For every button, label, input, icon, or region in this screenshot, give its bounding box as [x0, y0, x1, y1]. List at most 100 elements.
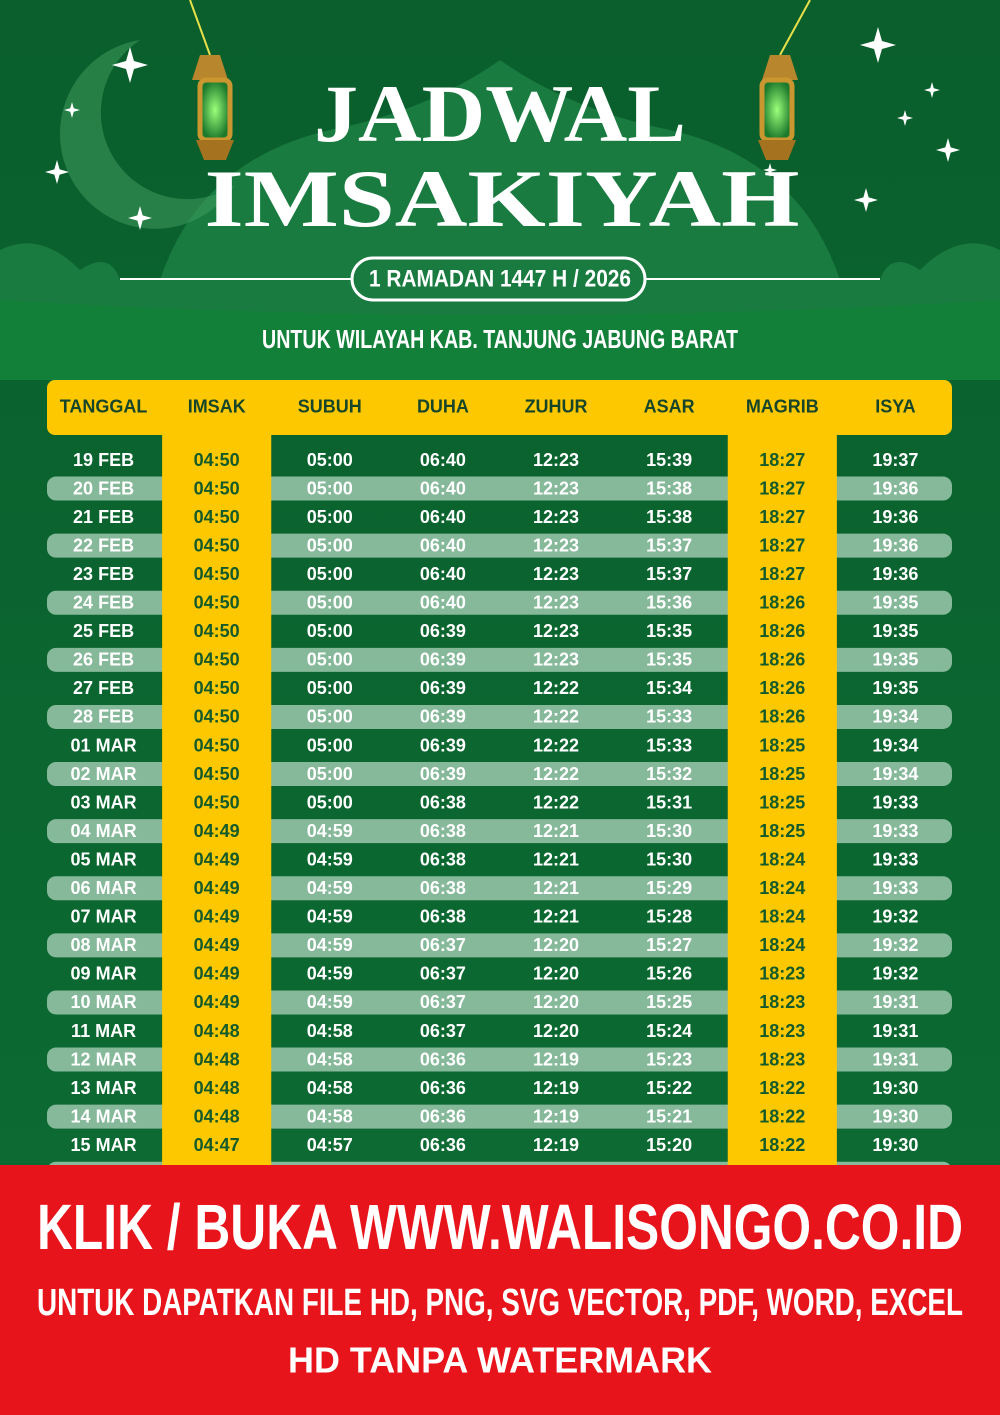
column-header: ASAR — [644, 396, 695, 416]
time-cell: 19:37 — [872, 450, 918, 470]
time-cell: 12:19 — [533, 1078, 579, 1098]
time-cell: 04:59 — [307, 849, 353, 869]
banner-note: HD TANPA WATERMARK — [288, 1340, 712, 1381]
column-header: DUHA — [417, 396, 469, 416]
time-cell: 18:25 — [759, 792, 805, 812]
time-cell: 04:58 — [307, 1049, 353, 1069]
time-cell: 04:49 — [194, 964, 240, 984]
time-cell: 18:26 — [759, 593, 805, 613]
time-cell: 06:37 — [420, 964, 466, 984]
time-cell: 05:00 — [307, 507, 353, 527]
time-cell: 18:26 — [759, 678, 805, 698]
time-cell: 06:39 — [420, 764, 466, 784]
stars — [45, 27, 960, 230]
time-cell: 06:39 — [420, 678, 466, 698]
time-cell: 15:20 — [646, 1135, 692, 1155]
time-cell: 04:59 — [307, 992, 353, 1012]
row-stripe — [47, 990, 952, 1015]
time-cell: 12:21 — [533, 907, 579, 927]
row-stripe — [47, 1047, 952, 1072]
time-cell: 04:58 — [307, 1078, 353, 1098]
time-cell: 06:40 — [420, 535, 466, 555]
time-cell: 05:00 — [307, 707, 353, 727]
time-cell: 04:49 — [194, 992, 240, 1012]
time-cell: 04:50 — [194, 621, 240, 641]
banner-formats: UNTUK DAPATKAN FILE HD, PNG, SVG VECTOR,… — [37, 1282, 963, 1324]
time-cell: 04:50 — [194, 507, 240, 527]
date-cell: 03 MAR — [71, 792, 137, 812]
row-stripe — [47, 819, 952, 844]
time-cell: 12:23 — [533, 593, 579, 613]
time-cell: 15:25 — [646, 992, 692, 1012]
time-cell: 06:39 — [420, 621, 466, 641]
time-cell: 19:31 — [872, 1049, 918, 1069]
time-cell: 15:22 — [646, 1078, 692, 1098]
time-cell: 12:22 — [533, 764, 579, 784]
time-cell: 06:39 — [420, 650, 466, 670]
date-cell: 21 FEB — [73, 507, 134, 527]
crescent-moon — [59, 40, 236, 229]
time-cell: 15:30 — [646, 849, 692, 869]
time-cell: 04:49 — [194, 907, 240, 927]
time-cell: 04:50 — [194, 650, 240, 670]
time-cell: 18:24 — [759, 849, 805, 869]
schedule-table: TANGGAL IMSAK SUBUH DUHA ZUHUR ASAR MAGRIB ISYA… — [47, 380, 952, 1186]
time-cell: 12:22 — [533, 707, 579, 727]
time-cell: 05:00 — [307, 478, 353, 498]
time-cell: 19:32 — [872, 907, 918, 927]
time-cell: 12:23 — [533, 507, 579, 527]
time-cell: 04:49 — [194, 821, 240, 841]
time-cell: 12:23 — [533, 650, 579, 670]
time-cell: 15:29 — [646, 878, 692, 898]
time-cell: 12:23 — [533, 621, 579, 641]
date-cell: 20 FEB — [73, 478, 134, 498]
time-cell: 15:35 — [646, 621, 692, 641]
time-cell: 06:37 — [420, 935, 466, 955]
time-cell: 15:38 — [646, 478, 692, 498]
time-cell: 15:31 — [646, 792, 692, 812]
time-cell: 15:33 — [646, 707, 692, 727]
time-cell: 12:22 — [533, 735, 579, 755]
star — [128, 206, 152, 230]
time-cell: 04:59 — [307, 878, 353, 898]
time-cell: 05:00 — [307, 792, 353, 812]
time-cell: 15:28 — [646, 907, 692, 927]
time-cell: 15:23 — [646, 1049, 692, 1069]
column-header: ZUHUR — [525, 396, 588, 416]
date-cell: 19 FEB — [73, 450, 134, 470]
time-cell: 15:27 — [646, 935, 692, 955]
time-cell: 19:35 — [872, 621, 918, 641]
time-cell: 04:59 — [307, 821, 353, 841]
time-cell: 12:20 — [533, 1021, 579, 1041]
time-cell: 12:23 — [533, 450, 579, 470]
time-cell: 04:50 — [194, 764, 240, 784]
time-cell: 19:31 — [872, 992, 918, 1012]
time-cell: 15:35 — [646, 650, 692, 670]
time-cell: 06:36 — [420, 1135, 466, 1155]
time-cell: 04:50 — [194, 564, 240, 584]
row-stripe — [47, 533, 952, 558]
time-cell: 04:49 — [194, 935, 240, 955]
time-cell: 06:38 — [420, 878, 466, 898]
time-cell: 19:30 — [872, 1078, 918, 1098]
time-cell: 19:34 — [872, 707, 918, 727]
time-cell: 05:00 — [307, 593, 353, 613]
lantern-right — [758, 0, 811, 160]
time-cell: 15:37 — [646, 535, 692, 555]
date-cell: 07 MAR — [71, 907, 137, 927]
star — [45, 160, 69, 184]
title-line-1: JADWAL — [314, 68, 686, 159]
date-cell: 02 MAR — [71, 764, 137, 784]
time-cell: 19:36 — [872, 564, 918, 584]
time-cell: 12:23 — [533, 535, 579, 555]
date-cell: 15 MAR — [71, 1135, 137, 1155]
time-cell: 18:26 — [759, 650, 805, 670]
time-cell: 12:20 — [533, 935, 579, 955]
time-cell: 06:38 — [420, 907, 466, 927]
date-cell: 23 FEB — [73, 564, 134, 584]
time-cell: 18:24 — [759, 878, 805, 898]
region: UNTUK WILAYAH KAB. TANJUNG JABUNG BARAT — [262, 324, 738, 354]
row-stripe — [47, 590, 952, 615]
time-cell: 18:24 — [759, 935, 805, 955]
